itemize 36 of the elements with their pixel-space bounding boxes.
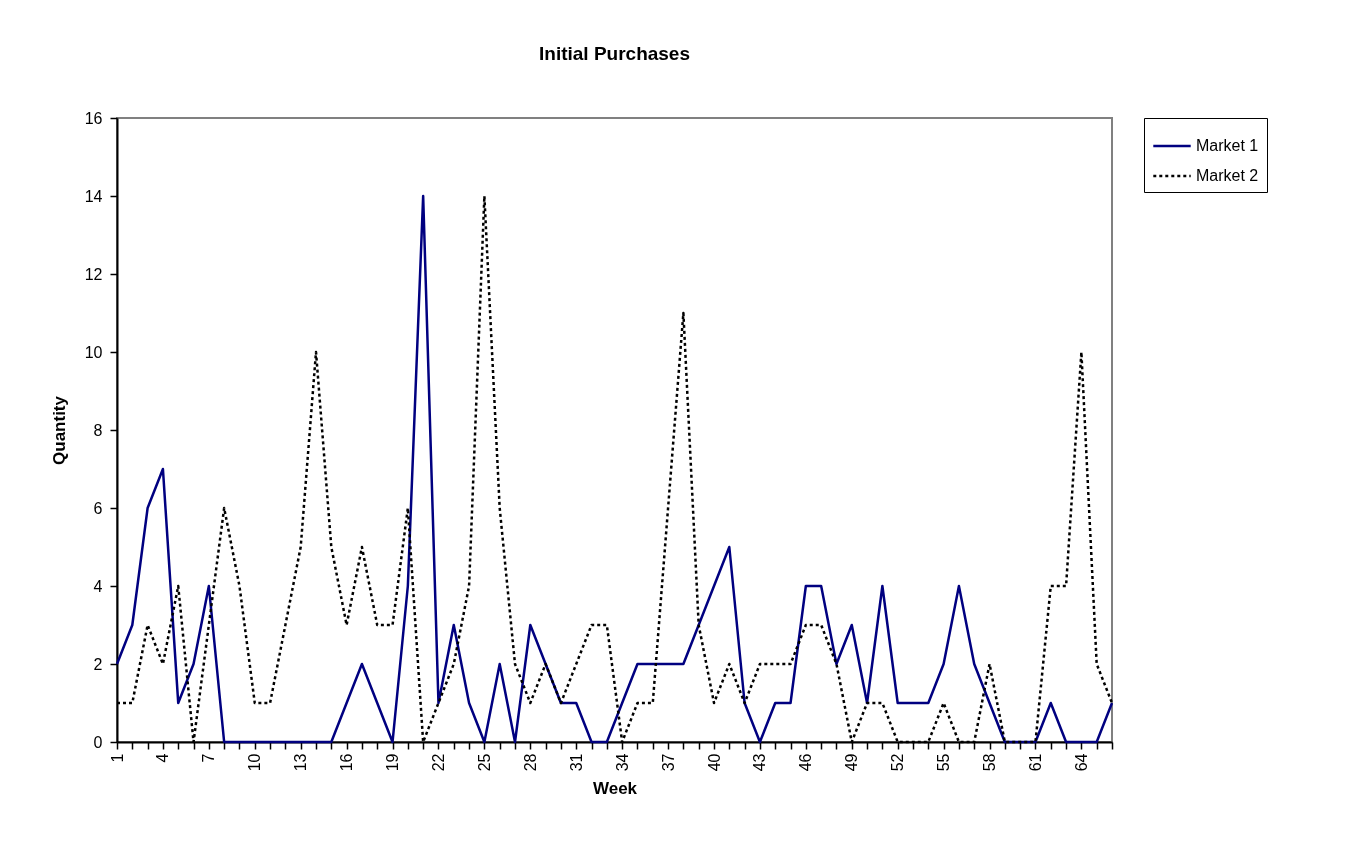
y-tick-label: 10 <box>84 343 103 361</box>
x-tick-label: 43 <box>751 753 769 772</box>
x-tick-label: 52 <box>889 753 907 772</box>
x-tick-label: 16 <box>338 753 356 772</box>
x-tick-label: 7 <box>200 753 218 763</box>
y-tick-label: 4 <box>93 577 103 595</box>
x-tick-label: 22 <box>429 753 447 772</box>
x-tick-label: 10 <box>246 753 264 772</box>
x-tick-label: 31 <box>567 753 585 772</box>
y-tick-label: 16 <box>84 109 103 127</box>
x-tick-label: 55 <box>935 753 953 772</box>
y-tick-label: 6 <box>93 499 103 517</box>
y-tick-label: 2 <box>93 655 103 673</box>
y-tick-label: 8 <box>93 421 103 439</box>
legend-label: Market 2 <box>1196 167 1259 184</box>
x-tick-label: 34 <box>613 753 631 772</box>
x-tick-label: 1 <box>108 753 126 763</box>
legend-label: Market 1 <box>1196 137 1259 154</box>
y-tick-label: 12 <box>84 265 103 283</box>
x-tick-label: 64 <box>1072 753 1090 772</box>
x-tick-label: 40 <box>705 753 723 772</box>
y-tick-label: 0 <box>93 733 103 751</box>
x-tick-label: 61 <box>1026 753 1044 772</box>
chart-title: Initial Purchases <box>538 43 691 64</box>
x-tick-label: 4 <box>154 753 172 763</box>
x-tick-label: 46 <box>797 753 815 772</box>
x-tick-label: 58 <box>981 753 999 772</box>
x-tick-label: 28 <box>521 753 539 772</box>
x-tick-label: 49 <box>843 753 861 772</box>
x-axis-title: Week <box>592 779 638 799</box>
y-axis-title: Quantity <box>49 395 69 465</box>
x-tick-label: 37 <box>659 753 677 772</box>
x-tick-label: 13 <box>292 753 310 772</box>
x-tick-label: 19 <box>384 753 402 772</box>
y-tick-label: 14 <box>84 187 103 205</box>
x-tick-label: 25 <box>475 753 493 772</box>
